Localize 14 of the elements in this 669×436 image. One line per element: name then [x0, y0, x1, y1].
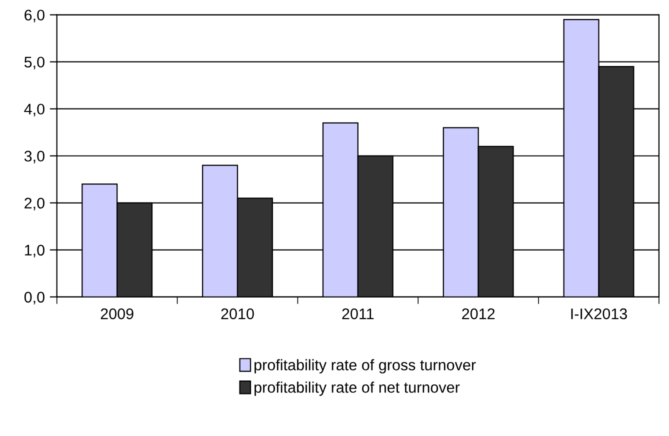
x-tick-label: I-IX2013: [571, 308, 627, 320]
x-tick-label: 2009: [100, 308, 134, 320]
y-tick-label: 3,0: [24, 150, 44, 164]
y-tick-label: 4,0: [24, 104, 44, 116]
y-tick-label: 2,0: [24, 198, 44, 210]
x-tick-label: 2010: [221, 308, 254, 320]
legend-label: profitability rate of net turnover: [254, 382, 460, 396]
legend-label: profitability rate of gross turnover: [254, 359, 476, 374]
y-tick-label: 5,0: [24, 56, 44, 70]
y-tick-label: 0,0: [24, 292, 44, 304]
x-tick-label: 2012: [462, 308, 495, 320]
x-tick-label: 2011: [342, 308, 374, 320]
y-tick-label: 1,0: [24, 244, 44, 258]
y-tick-label: 6,0: [24, 10, 44, 22]
